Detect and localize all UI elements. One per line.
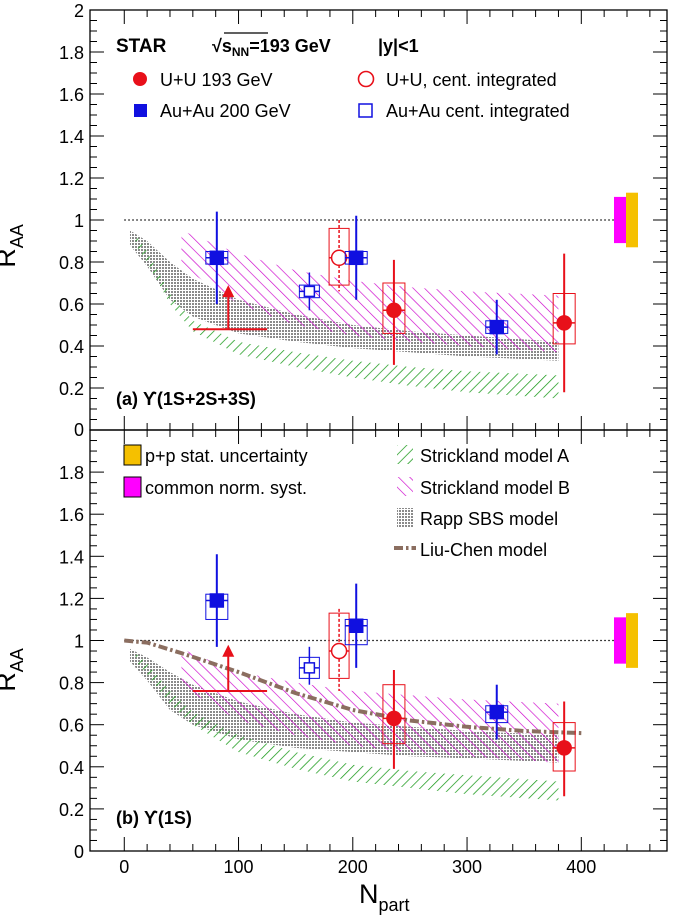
legend-auau-marker: [134, 104, 147, 117]
axis-ticks: 0.2 0.4 0.6 0.8 1 1.2 1.4 1.6 1.8 2: [59, 1, 667, 431]
y-tick-label: 0.4: [59, 758, 84, 778]
y-tick-label: 1.4: [59, 547, 84, 567]
auau-marker: [489, 704, 505, 720]
pp-stat-box: [626, 613, 638, 668]
y-tick-label: 0.6: [59, 716, 84, 736]
y-axis-title: RAA: [0, 224, 27, 268]
sys-error-box: [328, 612, 350, 679]
y-tick-label: 1.2: [59, 169, 84, 189]
x-tick-label: 0: [119, 857, 129, 877]
y-tick-label: 1.2: [59, 589, 84, 609]
panel-a: 0.2 0.4 0.6 0.8 1 1.2 1.4 1.6 1.8 2 RAA STAR √sNN…: [0, 1, 668, 431]
norm-boxes: [614, 613, 638, 668]
legend-strickland-a-label: Strickland model A: [420, 446, 569, 466]
legend-pp-label: p+p stat. uncertainty: [145, 446, 308, 466]
legend-strickland-b-label: Strickland model B: [420, 478, 570, 498]
strickland-b-band: [181, 230, 559, 353]
auau-marker: [209, 593, 225, 608]
y-tick-label: 1.6: [59, 85, 84, 105]
legend-norm-label: common norm. syst.: [145, 478, 307, 498]
data-points: [192, 554, 576, 797]
upper-limit-arrow: [222, 285, 235, 298]
panel-b-label: (b) ϒ(1S): [116, 808, 192, 828]
y-tick-label: 0.4: [59, 337, 84, 357]
upper-limit-arrow: [222, 644, 235, 657]
x-tick-label: 200: [338, 857, 368, 877]
uu-marker: [556, 740, 572, 756]
auau-marker: [348, 618, 364, 634]
y-tick-label: 0.2: [59, 379, 84, 399]
y-tick-label: 1.8: [59, 43, 84, 63]
model-bands: [129, 230, 559, 399]
y-tick-label: 1: [74, 632, 84, 652]
y-tick-label: 0.2: [59, 800, 84, 820]
x-axis-title-main: Npart: [359, 879, 410, 915]
legend-auau-int-marker: [358, 103, 373, 118]
strickland-a-band: [135, 234, 559, 399]
y-tick-label: 0: [74, 420, 84, 440]
x-tick-label: 300: [452, 857, 482, 877]
y-tick-label: 1.8: [59, 463, 84, 483]
uu-marker: [386, 710, 402, 727]
legend-rapp-swatch: [397, 508, 413, 527]
rapp-band: [129, 230, 559, 361]
panel-a-label: (a) ϒ(1S+2S+3S): [116, 389, 256, 409]
auau-marker: [489, 319, 505, 335]
x-tick-label: 100: [224, 857, 254, 877]
uu-marker: [386, 302, 402, 319]
legend-pp-box: [123, 444, 142, 466]
legend-uu-int-marker: [357, 70, 375, 88]
panel-b: 0.20.40.60.811.21.41.61.80 100 200 300 40000…: [0, 420, 668, 915]
legend-uu-marker: [133, 72, 147, 86]
y-axis-title: RAA: [0, 648, 27, 692]
strickland-b-band: [181, 648, 559, 763]
legend-norm-box: [123, 476, 142, 498]
auau-integrated-marker: [303, 285, 316, 298]
legend-uu-int-label: U+U, cent. integrated: [386, 70, 557, 90]
pp-stat-box: [626, 192, 638, 248]
x-axis-title: Npart: [359, 879, 410, 915]
legend-auau-label: Au+Au 200 GeV: [160, 101, 291, 121]
data-points: [192, 211, 576, 393]
star-label: STAR: [116, 36, 167, 57]
y-tick-label: 0.6: [59, 295, 84, 315]
legend-rapp-label: Rapp SBS model: [420, 509, 558, 529]
liu-chen-curve: [124, 638, 582, 736]
y-tick-label: 1.4: [59, 127, 84, 147]
legend-uu-label: U+U 193 GeV: [160, 70, 273, 90]
auau-integrated-marker: [303, 662, 316, 674]
strickland-a-band: [135, 653, 559, 801]
uu-integrated-marker: [330, 642, 348, 660]
model-bands: [129, 648, 559, 801]
y-tick-label: 1.6: [59, 505, 84, 525]
legend-strickland-a-swatch: [397, 445, 413, 464]
uu-marker: [556, 315, 572, 331]
y-tick-label: 0.8: [59, 674, 84, 694]
axis-ticks: 0.2 0.4 0.6 0.8 1 1.2 1.4 1.6 1.8 0 100 200 300 400 0 0: [59, 420, 667, 877]
norm-syst-box: [614, 617, 626, 664]
auau-marker: [209, 250, 225, 266]
legend-auau-int-label: Au+Au cent. integrated: [386, 101, 570, 121]
legend-liu-chen-label: Liu-Chen model: [420, 540, 547, 560]
x-tick-label: 400: [566, 857, 596, 877]
y-tick-label: 0.8: [59, 253, 84, 273]
uu-integrated-marker: [330, 249, 348, 267]
rapidity-label: |y|<1: [378, 36, 419, 56]
energy-label: √sNN=193 GeV: [212, 36, 331, 59]
legend-strickland-b-swatch: [397, 477, 413, 496]
norm-syst-box: [614, 196, 626, 244]
y-tick-label: 2: [74, 1, 84, 21]
y-tick-label: 1: [74, 211, 84, 231]
y-tick-label: 0: [74, 842, 84, 862]
auau-marker: [348, 250, 364, 266]
norm-boxes: [614, 192, 638, 248]
